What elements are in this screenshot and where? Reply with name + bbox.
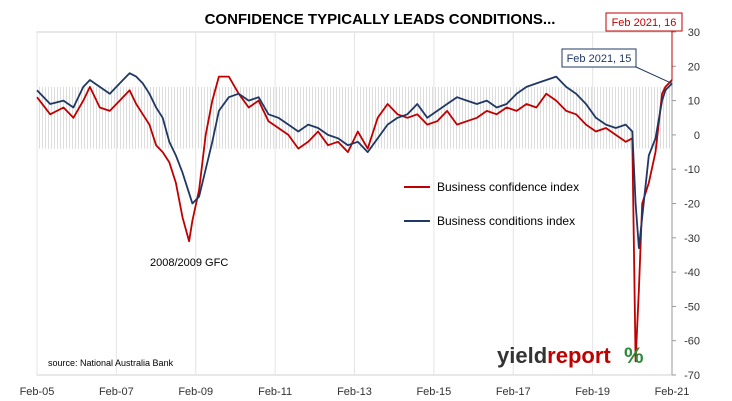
legend: Business confidence index Business condi…: [404, 180, 579, 228]
x-tick-label: Feb-07: [99, 386, 134, 398]
y-tick-label: 10: [688, 96, 700, 108]
x-tick-label: Feb-17: [496, 386, 531, 398]
x-tick-label: Feb-11: [258, 386, 292, 398]
y-tick-label: -30: [684, 233, 700, 245]
series-line-confidence: [36, 75, 673, 363]
callout-blue-label: Feb 2021, 15: [567, 53, 632, 65]
callout-red-label: Feb 2021, 16: [612, 17, 677, 29]
y-tick-label: -20: [684, 199, 700, 211]
logo-percent-icon: %: [624, 343, 644, 368]
x-tick-label: Feb-19: [575, 386, 610, 398]
logo-report: report: [547, 343, 611, 368]
x-tick-label: Feb-15: [416, 386, 451, 398]
callout-blue: Feb 2021, 15: [561, 48, 673, 84]
x-tick-label: Feb-09: [178, 386, 213, 398]
x-tick-label: Feb-13: [337, 386, 372, 398]
vertical-gridlines: [36, 32, 673, 375]
svg-text:yieldreport: yieldreport: [497, 343, 611, 368]
series-line-conditions: [36, 72, 673, 250]
y-axis-ticks: 30 20 10 0 -10 -20 -30 -40 -50 -60 -70: [672, 27, 700, 382]
legend-label-confidence: Business confidence index: [437, 180, 579, 194]
y-tick-label: -60: [684, 336, 700, 348]
source-note: source: National Australia Bank: [48, 358, 174, 368]
callout-blue-box: [561, 48, 637, 68]
y-tick-label: -10: [684, 164, 700, 176]
callout-red-box: [605, 12, 683, 32]
legend-label-conditions: Business conditions index: [437, 214, 575, 228]
x-tick-label: Feb-05: [20, 386, 55, 398]
x-tick-label: Feb-21: [655, 386, 690, 398]
callout-blue-leader: [635, 66, 673, 84]
y-tick-label: 20: [688, 61, 700, 73]
callout-red: Feb 2021, 16: [605, 12, 683, 81]
x-axis-ticks: Feb-05 Feb-07 Feb-09 Feb-11 Feb-13 Feb-15 Feb-…: [20, 386, 690, 398]
y-tick-label: 30: [688, 27, 700, 39]
y-tick-label: 0: [694, 130, 700, 142]
chart-title: CONFIDENCE TYPICALLY LEADS CONDITIONS...: [205, 11, 556, 28]
y-tick-label: -70: [684, 370, 700, 382]
series-lines: [36, 72, 673, 363]
logo-yield: yield: [497, 343, 547, 368]
y-tick-label: -40: [684, 267, 700, 279]
yieldreport-logo: yieldreport %: [497, 343, 644, 368]
y-tick-label: -50: [684, 301, 700, 313]
annotation-gfc: 2008/2009 GFC: [150, 257, 228, 269]
